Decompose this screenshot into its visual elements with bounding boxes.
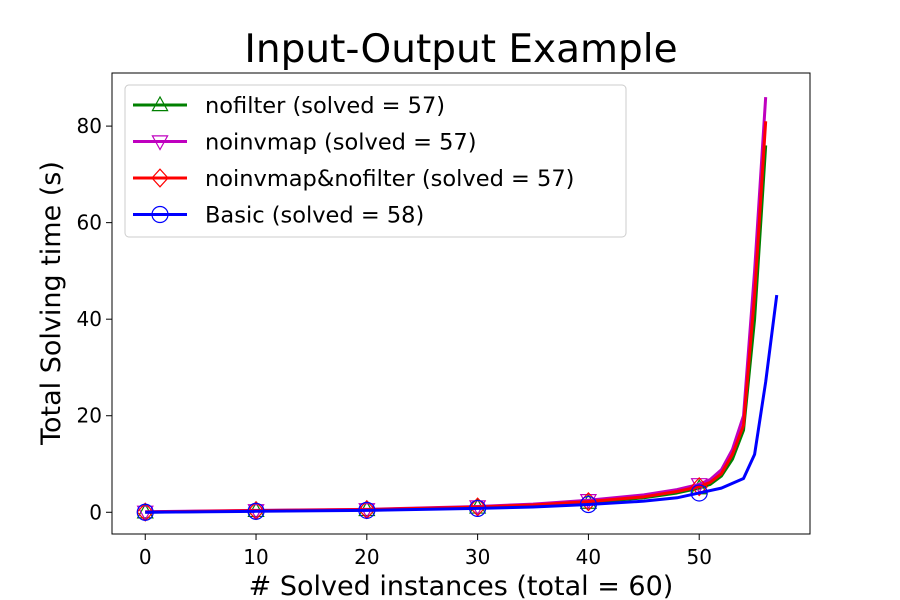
legend-item-0: nofilter (solved = 57)	[133, 93, 445, 119]
series-2-marker-5	[690, 477, 709, 497]
series-3-marker-0	[136, 503, 154, 521]
x-tick-label-3: 30	[465, 545, 490, 569]
series-3-marker-3	[469, 499, 487, 518]
series-3-marker-4	[579, 495, 598, 514]
legend-item-1: noinvmap (solved = 57)	[133, 130, 477, 156]
legend-marker-2	[151, 168, 169, 188]
legend-marker-0	[151, 95, 169, 112]
y-tick-label-0: 0	[89, 500, 102, 524]
y-tick-label-2: 40	[77, 307, 102, 331]
legend-item-3: Basic (solved = 58)	[133, 203, 424, 229]
legend-label-1: noinvmap (solved = 57)	[205, 130, 477, 156]
series-3-marker-5	[690, 484, 708, 502]
y-tick-label-1: 20	[77, 404, 102, 428]
series-2-marker-3	[468, 497, 487, 517]
series-3-marker-1	[247, 502, 265, 520]
x-axis-label: # Solved instances (total = 60)	[249, 571, 674, 600]
series-3-marker-2	[358, 501, 376, 519]
x-tick-label-0: 0	[139, 545, 152, 569]
series-line-3	[145, 294, 779, 514]
y-axis-ticks: 0 20 40 60 80	[77, 114, 112, 524]
x-tick-label-1: 10	[243, 545, 268, 569]
x-axis-ticks: 0 10 20 30 40 50	[139, 534, 712, 569]
legend-marker-1	[151, 135, 169, 151]
legend-box	[124, 84, 627, 238]
legend-item-2: noinvmap&nofilter (solved = 57)	[133, 166, 574, 192]
x-tick-label-5: 50	[686, 545, 711, 569]
y-tick-label-4: 80	[77, 114, 102, 138]
legend: nofilter (solved = 57) noinvmap (solved =…	[124, 84, 627, 238]
chart-title: Input-Output Example	[244, 27, 677, 72]
legend-marker-3	[151, 205, 169, 224]
x-tick-label-4: 40	[576, 545, 601, 569]
legend-label-2: noinvmap&nofilter (solved = 57)	[205, 166, 574, 192]
series-layer	[136, 97, 779, 522]
series-3	[136, 294, 779, 521]
legend-label-3: Basic (solved = 58)	[205, 203, 424, 229]
x-tick-label-2: 20	[354, 545, 379, 569]
plot-area	[111, 72, 811, 535]
y-axis-label: Total Solving time (s)	[36, 161, 67, 446]
y-tick-label-3: 60	[77, 211, 102, 235]
legend-label-0: nofilter (solved = 57)	[205, 93, 445, 119]
